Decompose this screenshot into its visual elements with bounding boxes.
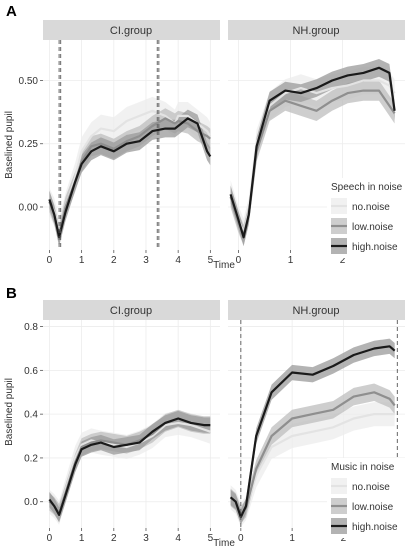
ribbon-no-noise-a-ci [49,96,211,247]
series-line-high-noise-b-ci [48,417,211,516]
ribbon-high-noise-a-ci [49,109,211,247]
strip-a-nh [228,20,405,40]
strip-a-nh-label: NH.group [292,25,339,37]
legend-label-low-noise: low.noise [352,222,394,233]
x-tick-label-b-nh: 2 [341,533,347,544]
strip-b-nh-label: NH.group [292,305,339,317]
y-tick-label-b-ci: 0.0 [24,497,38,508]
series-line-low-noise-a-ci [48,117,211,236]
legend-label-no-noise: no.noise [352,202,390,213]
legend-label-high-noise: high.noise [352,522,398,533]
ribbon-high-noise-b-ci [49,410,211,523]
x-tick-label-a-nh: 0 [236,255,242,266]
strip-b-ci-label: CI.group [110,305,152,317]
x-axis-label-b: Time [213,538,235,549]
y-tick-label-b-ci: 0.6 [24,366,38,377]
y-tick-label-a-ci: 0.50 [19,76,39,87]
plot-a-ci-group: 0.00 0.25 0.50 0 1 2 3 4 5 [19,40,220,266]
legend-a: Speech in noise no.noise low.noise high.no… [327,178,410,258]
y-tick-label-a-ci: 0.25 [19,139,39,150]
legend-b: Music in noise no.noise low.noise high.noi… [327,458,410,538]
y-axis-label-b: Baselined pupil [4,378,15,446]
ribbon-high-noise-a-nh [230,59,395,247]
plot-b-ci-group: 0.0 0.2 0.4 0.6 0.8 0 1 2 3 4 5 [24,320,220,544]
x-tick-label-a-nh: 1 [288,255,294,266]
x-tick-label-b-nh: 0 [238,533,244,544]
legend-label-low-noise: low.noise [352,502,394,513]
strip-b-nh [228,300,405,320]
strip-b-ci [43,300,220,320]
y-tick-label-a-ci: 0.00 [19,202,39,213]
x-tick-label-a-ci: 4 [175,255,181,266]
x-tick-label-b-ci: 2 [111,533,117,544]
strip-a-ci-label: CI.group [110,25,152,37]
x-tick-label-a-ci: 2 [111,255,117,266]
ribbon-high-noise-b-nh [230,338,395,525]
legend-a-title: Speech in noise [331,182,403,193]
legend-label-no-noise: no.noise [352,482,390,493]
x-tick-label-a-nh: 2 [340,255,346,266]
x-tick-label-b-ci: 4 [175,533,181,544]
strip-a-ci [43,20,220,40]
x-tick-label-b-ci: 5 [208,533,214,544]
ribbon-low-noise-a-ci [49,108,211,245]
x-tick-label-b-ci: 0 [47,533,53,544]
y-axis-label-a: Baselined pupil [4,111,15,179]
series-line-high-noise-a-ci [48,117,212,239]
x-tick-label-a-ci: 3 [143,255,149,266]
x-tick-label-b-ci: 1 [79,533,85,544]
x-tick-label-a-ci: 1 [79,255,85,266]
legend-b-title: Music in noise [331,462,395,473]
ribbon-low-noise-b-ci [49,409,211,522]
legend-label-high-noise: high.noise [352,242,398,253]
panel-letter-a: A [6,3,17,20]
x-tick-label-b-ci: 3 [143,533,149,544]
plot-b-nh-group: 0 1 2 [228,320,405,544]
y-tick-label-b-ci: 0.4 [24,410,38,421]
y-tick-label-b-ci: 0.8 [24,322,38,333]
plot-a-nh-group: 0 1 2 [228,40,405,266]
x-tick-label-a-ci: 0 [47,255,53,266]
x-tick-label-a-ci: 5 [208,255,214,266]
x-axis-label-a: Time [213,260,235,271]
y-tick-label-b-ci: 0.2 [24,453,38,464]
panel-letter-b: B [6,285,17,302]
series-line-high-noise-a-nh [229,66,396,239]
x-tick-label-b-nh: 1 [289,533,295,544]
